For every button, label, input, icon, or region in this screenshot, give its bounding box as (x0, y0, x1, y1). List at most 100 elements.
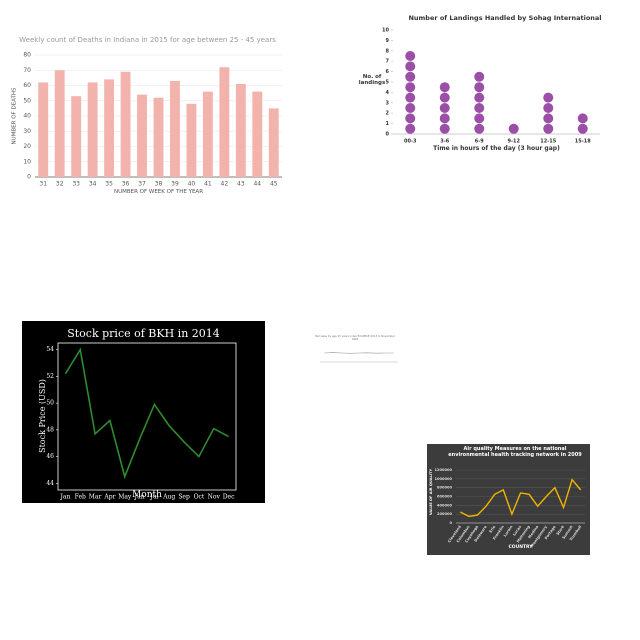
y-tick-label: 1200000 (434, 468, 452, 472)
bar (186, 103, 197, 177)
bar (170, 80, 180, 177)
y-tick-label: 800000 (437, 486, 453, 490)
x-tick-label: Jan (59, 494, 70, 501)
x-tick-label: 31 (39, 181, 47, 188)
y-tick-label: 60 (23, 82, 31, 89)
dot (405, 103, 416, 113)
x-tick-label: 38 (155, 181, 163, 188)
x-tick-label: Stark (556, 524, 566, 536)
dot (474, 103, 485, 113)
y-tick-label: 9 (386, 38, 390, 44)
y-tick-label: 0 (449, 521, 452, 525)
x-tick-label: 39 (171, 181, 179, 188)
x-tick-label: Erie (489, 524, 497, 533)
dot (405, 82, 416, 93)
bar (219, 67, 230, 177)
x-tick-label: 44 (253, 181, 261, 188)
y-axis-label: No. of landings (358, 74, 386, 87)
y-tick-label: 8 (386, 48, 390, 54)
y-tick-label: 7 (386, 59, 390, 65)
dot (405, 92, 416, 103)
y-tick-label: 54 (46, 346, 54, 353)
bar (120, 71, 131, 177)
y-axis-label: VALUE OF AIR QUALITY (429, 468, 433, 515)
line (459, 478, 582, 518)
chart: 0 200000 400000 600000 800000 1000000 1200000 C… (427, 444, 590, 555)
x-tick-label: Aug (162, 494, 175, 501)
bar (104, 79, 115, 177)
dot (405, 123, 416, 134)
x-tick-label: 45 (270, 181, 278, 188)
y-axis-label: NUMBER OF DEATHS (12, 87, 18, 144)
y-tick-label: 50 (23, 97, 31, 104)
dot (439, 82, 450, 93)
x-tick-label: 34 (89, 181, 97, 188)
x-tick-label: 36 (122, 181, 130, 188)
dot (439, 103, 450, 113)
dot-stack (474, 71, 485, 134)
x-tick-label: 35 (105, 181, 113, 188)
bar (202, 91, 213, 177)
dot (577, 113, 588, 124)
dot-stack (508, 123, 519, 134)
x-tick-label: Sep (178, 494, 190, 501)
y-tick-label: 80 (23, 52, 31, 59)
chart: 44 46 48 50 52 54 Jan Feb Mar Apr May Jun Jul Aug Sep O… (22, 321, 265, 503)
y-tick-label: 1000000 (434, 477, 452, 481)
dot (508, 123, 519, 134)
chart-background (427, 444, 590, 555)
bar (71, 96, 82, 177)
x-tick-label: Mar (89, 494, 102, 501)
chart-title: Stock price of BKH in 2014 (67, 327, 220, 340)
bar (252, 91, 263, 177)
x-tick-label: 3-6 (440, 139, 450, 145)
plot-frame (57, 342, 237, 491)
dot (474, 82, 485, 93)
x-tick-label: 33 (72, 181, 80, 188)
dot (474, 113, 485, 124)
dot (405, 71, 416, 82)
y-tick-label: 20 (23, 143, 31, 150)
bar (235, 83, 246, 177)
y-tick-label: 1 (386, 121, 390, 127)
y-tick-label: 30 (23, 128, 31, 135)
dot (474, 71, 485, 82)
y-tick-label: 400000 (437, 503, 453, 507)
y-tick-label: 0 (386, 132, 390, 138)
dot (543, 103, 554, 113)
dot-stack (543, 92, 554, 134)
dot (439, 92, 450, 103)
chart (320, 352, 398, 363)
x-tick-label: 12-15 (540, 139, 557, 145)
dot-stack (439, 82, 450, 134)
x-axis-label: Month (132, 490, 162, 500)
y-tick-label: 50 (46, 400, 54, 407)
x-axis-label: Time in hours of the day (3 hour gap) (433, 145, 560, 152)
chart-title: Number of Landings Handled by Sohag Inte… (408, 14, 602, 22)
x-tick-label: Nov (208, 494, 221, 501)
x-tick-label: Oct (194, 494, 205, 501)
x-tick-label: 42 (221, 181, 229, 188)
dot (439, 123, 450, 134)
x-axis-label: NUMBER OF WEEK OF THE YEAR (113, 189, 204, 195)
x-tick-label: Lorain (503, 524, 514, 537)
dot (474, 123, 485, 134)
y-tick-label: 10 (382, 28, 389, 34)
y-tick-label: 5 (386, 80, 390, 86)
bar (54, 70, 65, 177)
dot (543, 92, 554, 103)
bar (87, 82, 98, 177)
dot-stack (577, 113, 588, 134)
x-tick-label: Jul (149, 494, 158, 501)
x-tick-label: Jun (134, 494, 145, 501)
dot (543, 123, 554, 134)
chart-title: Net sales by age 25 years index EXAMPLE … (315, 335, 395, 341)
x-tick-label: 43 (237, 181, 245, 188)
y-tick-label: 600000 (437, 495, 453, 499)
y-tick-label: 2 (386, 111, 390, 117)
x-tick-label: 00-3 (404, 139, 417, 145)
chart: 0 10 20 30 40 50 60 70 80 31 32 33 34 35 36 37 38 39 40 41 4… (5, 30, 290, 206)
bar (38, 82, 49, 177)
